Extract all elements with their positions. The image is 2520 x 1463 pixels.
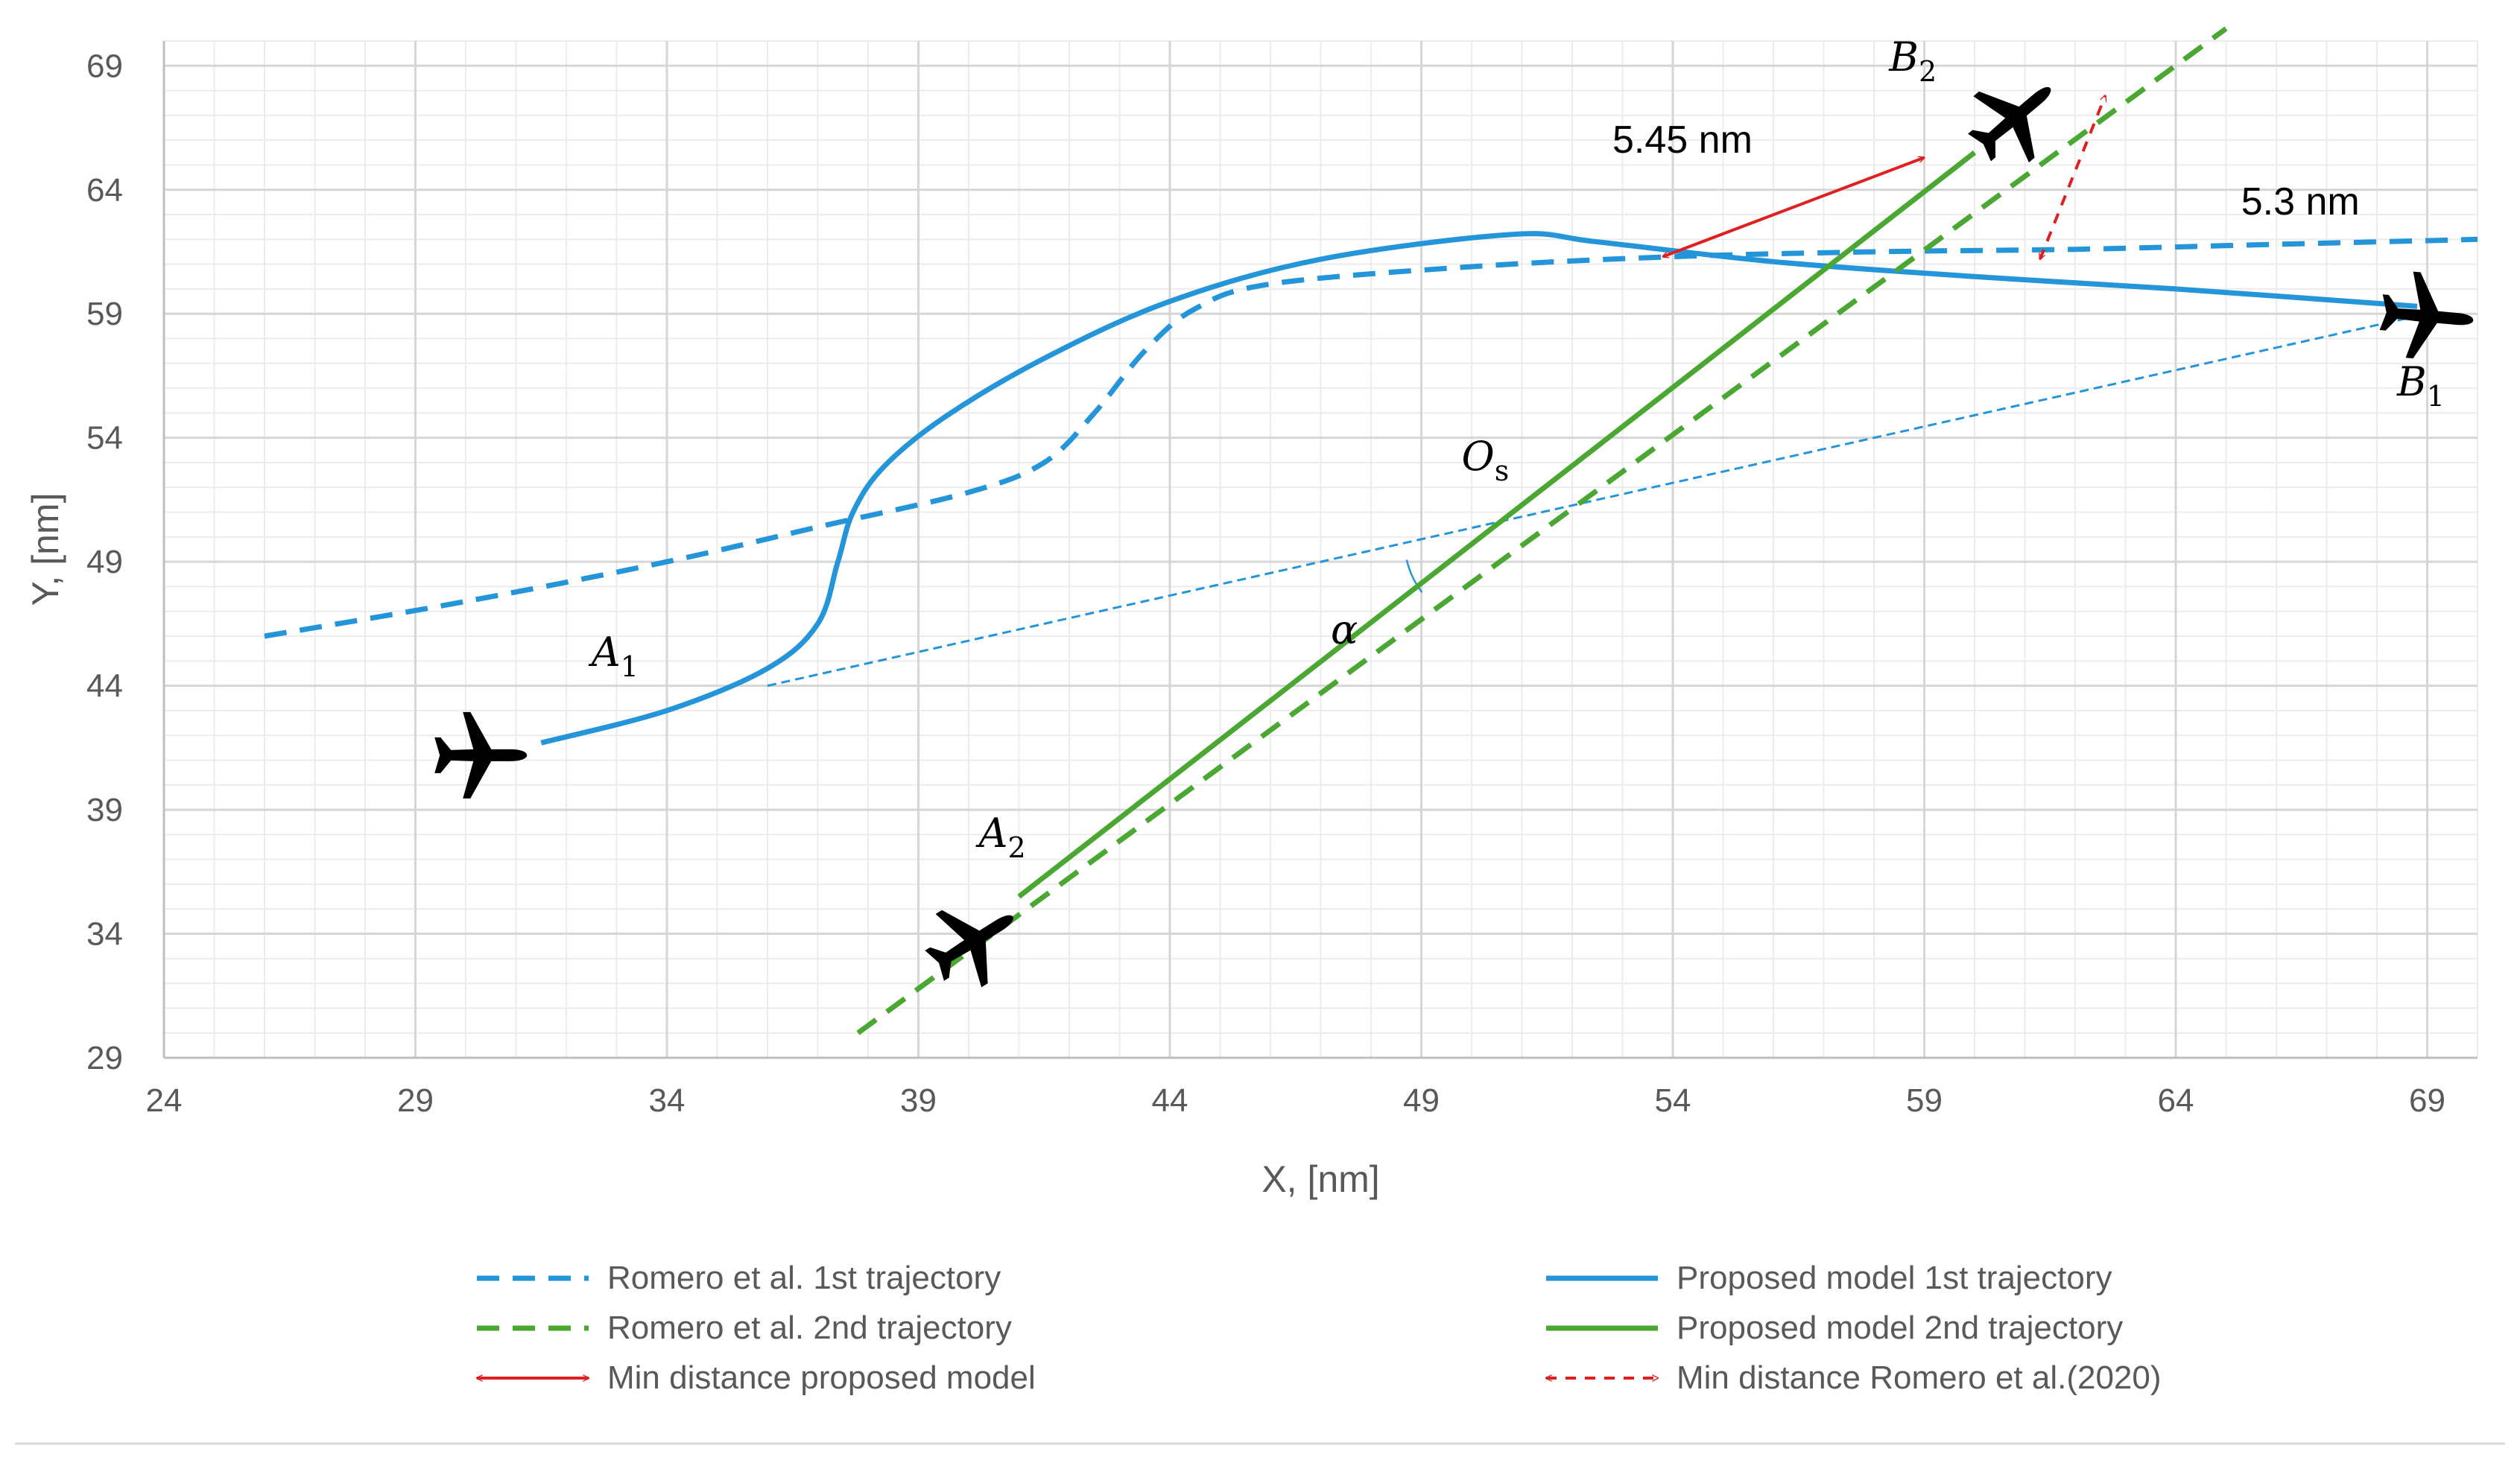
legend: Romero et al. 1st trajectory Proposed mod… (477, 1260, 2162, 1396)
legend-label-proposed-model-2nd-trajectory: Proposed model 2nd trajectory (1677, 1310, 2123, 1346)
aircraft-B2-icon (1968, 86, 2051, 163)
point-label-base: B (1888, 34, 1919, 80)
alpha-label: α (1331, 606, 1358, 653)
legend-label-romero-et-al-1st-trajectory: Romero et al. 1st trajectory (607, 1260, 1001, 1296)
y-tick-label: 54 (86, 420, 123, 457)
x-tick-label: 39 (900, 1082, 937, 1119)
y-tick-label: 59 (86, 296, 123, 332)
point-label-subscript: s (1495, 454, 1510, 487)
point-label-A1: A1 (588, 629, 639, 683)
series-min-distance-proposed-model (1663, 158, 1925, 257)
point-label-base: A (975, 810, 1008, 857)
y-tick-label: 69 (86, 48, 123, 84)
point-label-base: B (2396, 358, 2427, 405)
distance-label-dist_romero: 5.3 nm (2241, 180, 2360, 223)
x-tick-label: 64 (2158, 1082, 2194, 1119)
x-tick-label: 29 (397, 1082, 434, 1119)
x-tick-label: 34 (649, 1082, 686, 1119)
point-label-Os: Os (1462, 433, 1510, 487)
point-label-B2: B2 (1888, 34, 1937, 88)
point-label-A2: A2 (975, 810, 1026, 864)
x-tick-label: 44 (1152, 1082, 1188, 1119)
axes: 24 29 34 39 44 49 54 59 64 69 29 34 39 44 49 54 59 64 69 X,… (25, 41, 2478, 1200)
y-tick-label: 64 (86, 172, 123, 209)
legend-label-romero-et-al-2nd-trajectory: Romero et al. 2nd trajectory (607, 1310, 1012, 1346)
alpha-angle-arc (1405, 559, 1423, 593)
x-tick-label: 69 (2409, 1082, 2445, 1119)
aircraft-B1-icon (2379, 271, 2474, 359)
point-label-B1: B1 (2396, 358, 2445, 413)
point-label-subscript: 2 (1008, 831, 1026, 864)
x-tick-label: 24 (146, 1082, 183, 1119)
y-tick-label: 44 (86, 668, 123, 705)
x-tick-label: 59 (1906, 1082, 1943, 1119)
reference-line (767, 312, 2428, 688)
point-label-base: A (588, 629, 621, 676)
y-tick-label: 34 (86, 916, 123, 953)
aircraft-markers (434, 86, 2474, 988)
distance-label-dist_proposed: 5.45 nm (1612, 118, 1753, 162)
series-romero-et-al-2nd-trajectory (856, 26, 2228, 1035)
series-proposed-model-2nd-trajectory (1017, 150, 1977, 899)
point-label-subscript: 1 (621, 650, 639, 683)
point-label-base: O (1462, 433, 1495, 480)
y-tick-label: 29 (86, 1040, 123, 1076)
legend-label-min-distance-romero-et-al-2020: Min distance Romero et al.(2020) (1677, 1359, 2162, 1396)
series-min-distance-romero-et-al-2020 (2038, 95, 2107, 259)
legend-label-min-distance-proposed-model: Min distance proposed model (607, 1359, 1036, 1396)
data-series (264, 26, 2478, 1035)
reference-lines (767, 312, 2428, 688)
y-axis-title: Y, [nm] (25, 493, 66, 606)
point-label-subscript: 1 (2427, 380, 2445, 413)
series-proposed-model-1st-trajectory (540, 231, 2418, 746)
aircraft-A1-icon (434, 711, 528, 799)
x-tick-label: 54 (1655, 1082, 1691, 1119)
x-tick-label: 49 (1403, 1082, 1440, 1119)
aircraft-A2-icon (925, 910, 1013, 988)
y-tick-label: 39 (86, 792, 123, 828)
y-tick-label: 49 (86, 544, 123, 580)
legend-label-proposed-model-1st-trajectory: Proposed model 1st trajectory (1677, 1260, 2112, 1296)
x-axis-title: X, [nm] (1261, 1158, 1379, 1200)
minor-gridlines (164, 40, 2478, 1058)
point-label-subscript: 2 (1919, 55, 1937, 88)
